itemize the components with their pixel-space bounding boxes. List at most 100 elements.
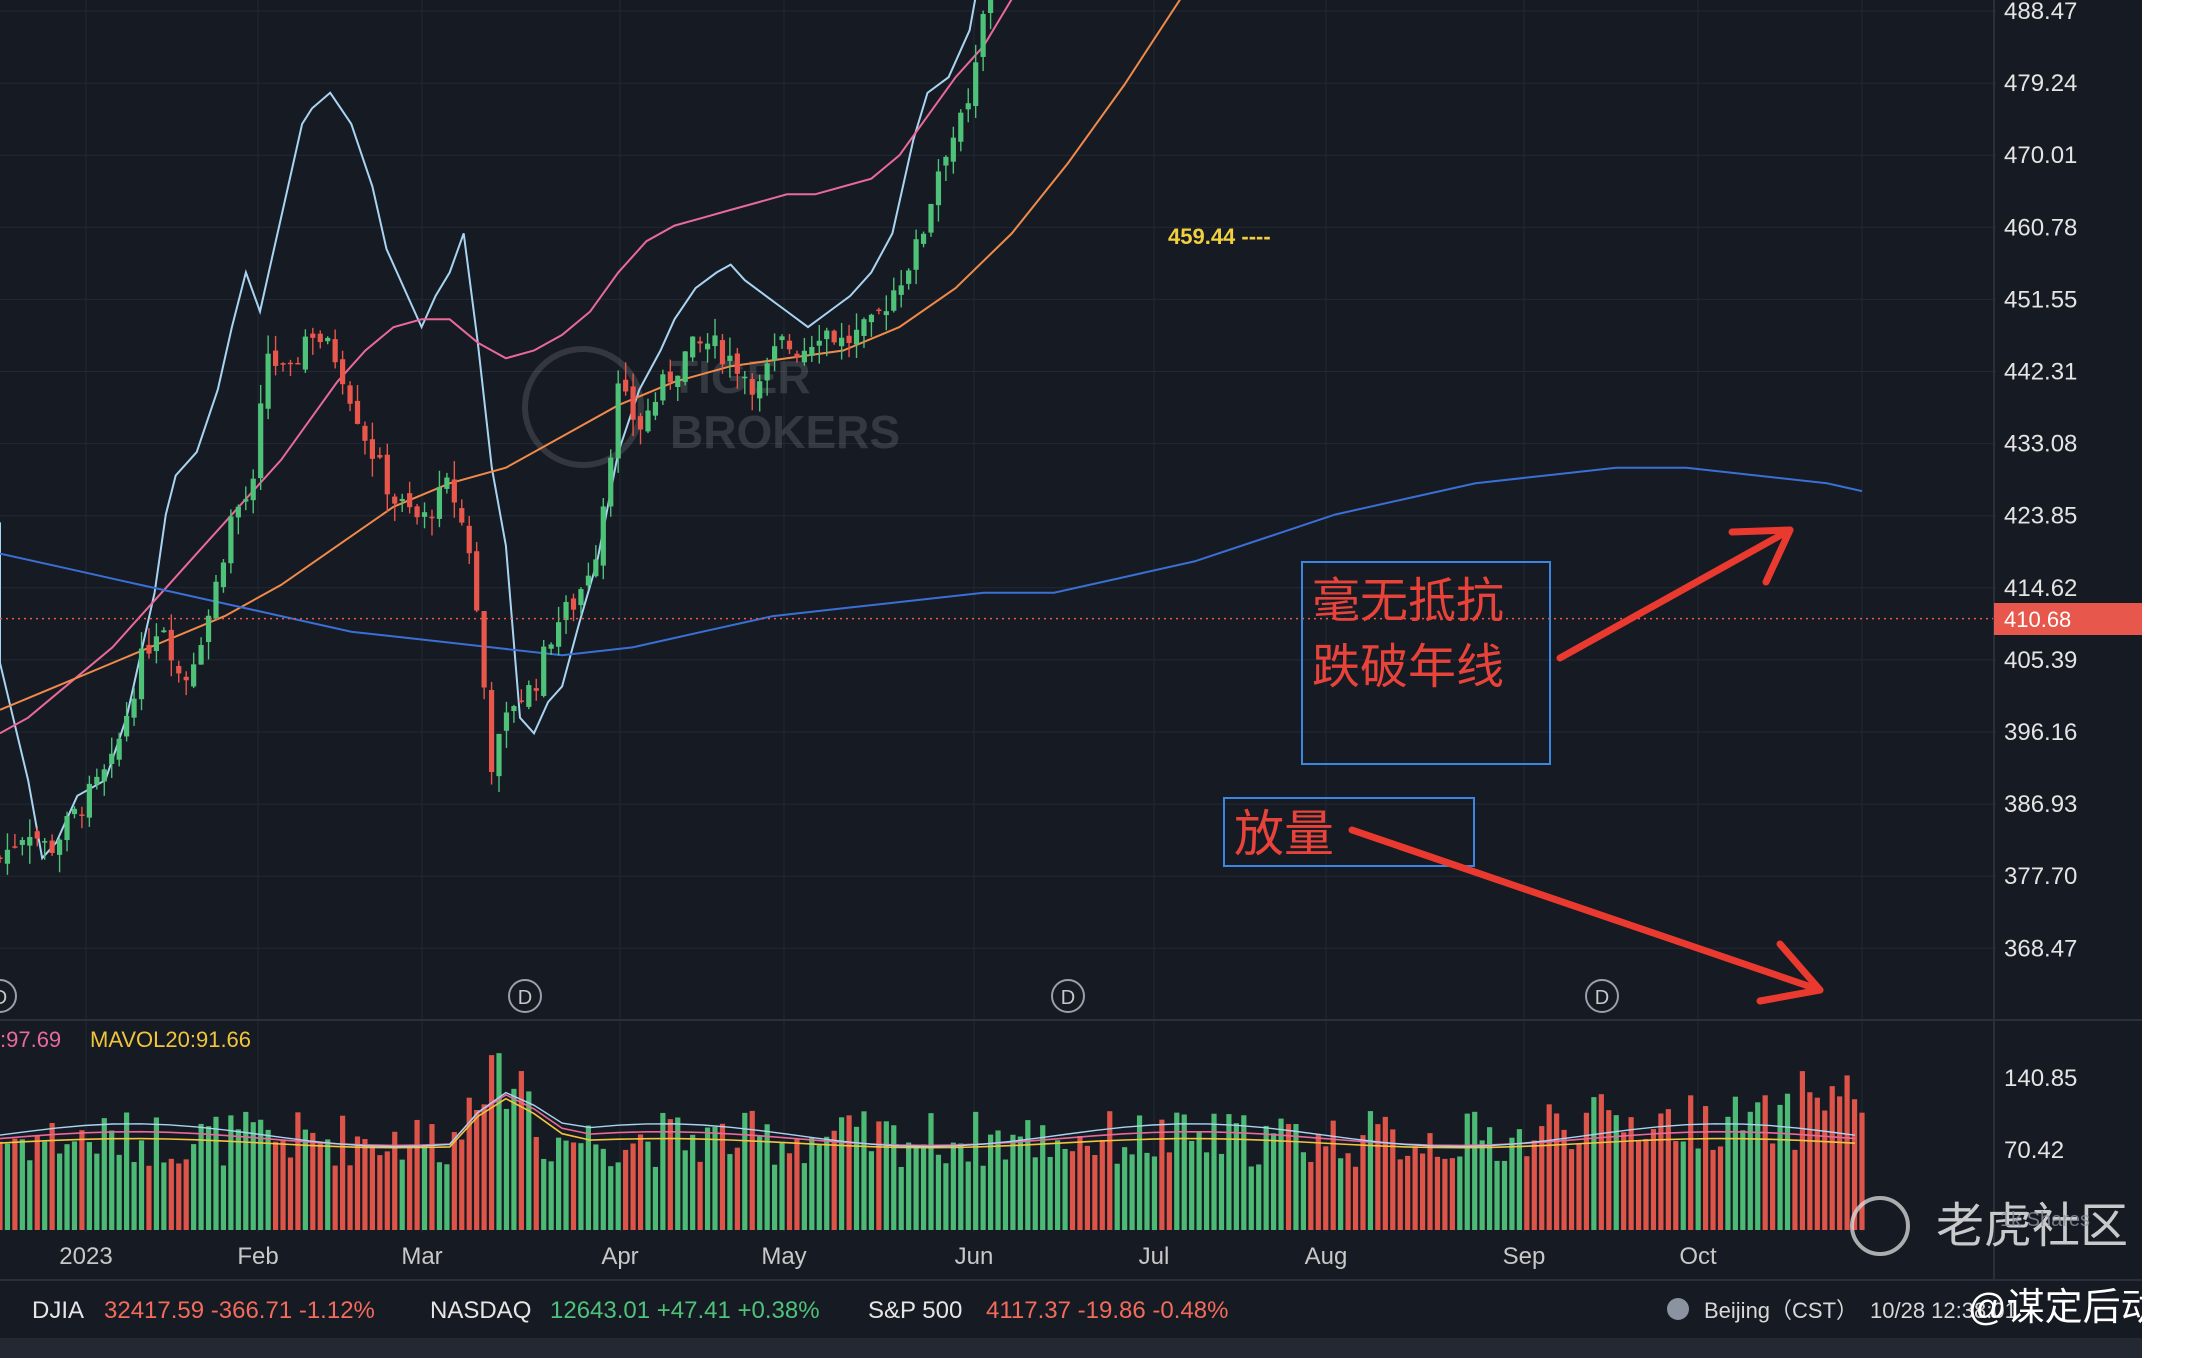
- candle-body: [853, 329, 860, 345]
- volume-bar: [920, 1144, 927, 1230]
- volume-bar: [1330, 1120, 1336, 1230]
- volume-bar: [1405, 1155, 1411, 1230]
- volume-legend-mavol20: MAVOL20:91.66: [90, 1027, 251, 1052]
- volume-bar: [578, 1143, 584, 1230]
- volume-bar: [652, 1166, 659, 1230]
- volume-bar: [1256, 1164, 1262, 1230]
- volume-bar: [891, 1125, 897, 1230]
- time-tick-label: 2023: [59, 1243, 112, 1270]
- time-tick-label: Feb: [237, 1243, 278, 1270]
- volume-bar: [1263, 1125, 1269, 1230]
- volume-bar: [1613, 1115, 1619, 1230]
- volume-bar: [1531, 1140, 1537, 1230]
- volume-bar: [302, 1129, 308, 1230]
- price-tick-label: 442.31: [2004, 359, 2077, 386]
- volume-bar: [451, 1132, 457, 1230]
- candle-body: [697, 341, 703, 344]
- candle-body: [86, 783, 92, 818]
- volume-bar: [1829, 1086, 1835, 1230]
- volume-bar: [526, 1091, 532, 1230]
- volume-bar: [1032, 1157, 1038, 1230]
- candle-body: [868, 314, 875, 323]
- ticker-sp500-value[interactable]: 4117.37 -19.86 -0.48%: [986, 1297, 1228, 1324]
- price-tick-label: 488.47: [2004, 0, 2077, 25]
- volume-bar: [183, 1159, 189, 1230]
- volume-bar: [198, 1123, 204, 1230]
- volume-unit-label: 1k Shares: [2000, 1209, 2090, 1231]
- volume-bar: [1844, 1075, 1850, 1230]
- price-tick-label: 423.85: [2004, 503, 2077, 530]
- volume-bar: [734, 1147, 740, 1230]
- volume-bar: [1576, 1143, 1582, 1230]
- volume-bar: [682, 1150, 688, 1230]
- volume-bar: [407, 1147, 413, 1230]
- price-tick-label: 396.16: [2004, 719, 2077, 746]
- volume-ma-line: [0, 1093, 1856, 1147]
- time-axis: 2023 Feb Mar Apr May Jun Jul Aug Sep Oct: [59, 1243, 1717, 1270]
- page-margin: [2142, 0, 2204, 1358]
- volume-bar: [980, 1165, 986, 1230]
- candle-body: [548, 644, 554, 649]
- volume-bar: [325, 1139, 331, 1230]
- volume-bar: [116, 1154, 122, 1230]
- ticker-djia-label[interactable]: DJIA: [32, 1297, 84, 1324]
- volume-bar: [1107, 1111, 1113, 1230]
- volume-bar: [742, 1112, 748, 1230]
- candle-body: [570, 598, 577, 610]
- candle-body: [280, 363, 286, 365]
- volume-averages: [0, 1091, 1856, 1149]
- volume-bar: [690, 1134, 696, 1230]
- volume-bar: [421, 1145, 428, 1230]
- volume-bar: [704, 1127, 711, 1230]
- candle-body: [816, 340, 822, 346]
- volume-bar: [287, 1157, 294, 1230]
- dividend-marker-circle: [508, 979, 542, 1013]
- candle-body: [138, 648, 145, 700]
- candle-body: [585, 575, 591, 586]
- ticker-nasdaq-label[interactable]: NASDAQ: [430, 1297, 531, 1324]
- volume-bar: [1583, 1112, 1590, 1230]
- volume-bars: [0, 1053, 1865, 1230]
- candle-body: [101, 769, 107, 782]
- candle-body: [608, 457, 614, 507]
- ticker-nasdaq-value[interactable]: 12643.01 +47.41 +0.38%: [550, 1297, 820, 1324]
- volume-bar: [1300, 1152, 1306, 1230]
- candle-body: [310, 333, 316, 338]
- volume-bar: [913, 1147, 919, 1230]
- volume-bar: [675, 1117, 681, 1230]
- candle-body: [354, 400, 361, 424]
- clock-time: 10/28 12:38:01: [1870, 1298, 2017, 1323]
- candle-body: [593, 559, 599, 577]
- ticker-djia-value[interactable]: 32417.59 -366.71 -1.12%: [104, 1297, 375, 1324]
- candle-body: [481, 611, 487, 688]
- candle-body: [533, 688, 539, 691]
- volume-bar: [1851, 1099, 1858, 1230]
- volume-bar: [317, 1143, 323, 1230]
- volume-bar: [1196, 1132, 1202, 1230]
- volume-bar: [392, 1131, 398, 1230]
- candle-body: [764, 363, 770, 381]
- volume-bar: [1166, 1152, 1172, 1230]
- volume-bar: [466, 1097, 472, 1230]
- price-tick-label: 377.70: [2004, 863, 2077, 890]
- volume-bar: [749, 1110, 755, 1230]
- volume-bar: [1099, 1139, 1105, 1230]
- volume-bar: [1658, 1113, 1664, 1230]
- annotation-arrows: [1348, 526, 1824, 1005]
- ticker-items[interactable]: DJIA 32417.59 -366.71 -1.12% NASDAQ 1264…: [32, 1297, 1228, 1324]
- volume-bar: [295, 1112, 301, 1230]
- volume-bar: [950, 1142, 956, 1230]
- candle-body: [831, 330, 837, 343]
- annotation-text-1b: 跌破年线: [1312, 641, 1504, 694]
- volume-bar: [1092, 1154, 1098, 1230]
- volume-bar: [258, 1119, 264, 1230]
- volume-bar: [1442, 1158, 1448, 1230]
- volume-bar: [496, 1053, 502, 1230]
- volume-bar: [1233, 1123, 1239, 1230]
- ticker-sp500-label[interactable]: S&P 500: [868, 1297, 962, 1324]
- volume-bar: [429, 1124, 435, 1230]
- volume-bar: [474, 1109, 480, 1230]
- volume-tick-label: 70.42: [2004, 1137, 2064, 1164]
- high-price-label: 459.44 ----: [1168, 224, 1271, 249]
- watermark: TIGER BROKERS: [522, 346, 900, 468]
